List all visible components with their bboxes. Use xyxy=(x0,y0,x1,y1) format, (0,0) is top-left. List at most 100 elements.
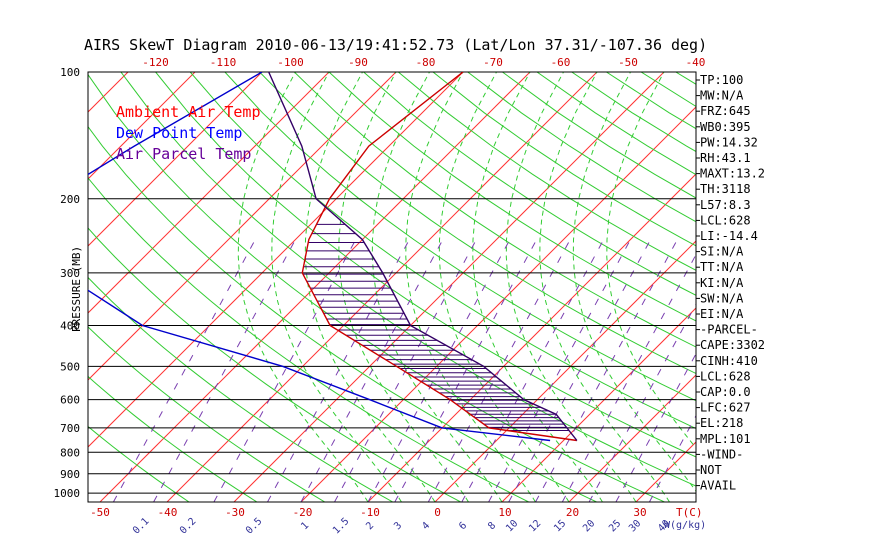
mixing-ratio-line xyxy=(461,239,605,502)
mixing-ratio-tick: 6 xyxy=(457,520,469,532)
mixing-ratio-tick: 0.2 xyxy=(178,516,199,537)
dry-adiabat xyxy=(155,72,696,458)
dry-adiabat xyxy=(432,72,696,247)
isotherm xyxy=(88,72,464,448)
mixing-ratio-tick: 20 xyxy=(581,518,597,534)
isotherm xyxy=(88,72,330,314)
dry-adiabat xyxy=(328,72,696,322)
moist-adiabat xyxy=(237,72,369,502)
moist-adiabat xyxy=(472,72,603,502)
sidebar-stat: EI:N/A xyxy=(700,307,744,321)
mixing-ratio-line xyxy=(535,239,678,502)
grid xyxy=(0,72,870,502)
sidebar-stat: PW:14.32 xyxy=(700,135,758,149)
pressure-tick: 200 xyxy=(60,193,80,206)
top-temp-tick: -80 xyxy=(416,56,436,69)
dry-adiabat xyxy=(88,227,461,502)
sidebar-stat: LI:-14.4 xyxy=(700,229,758,243)
mixing-ratio-line xyxy=(394,239,538,502)
moist-adiabat xyxy=(505,72,637,502)
isotherm xyxy=(88,72,129,113)
dry-adiabat xyxy=(88,73,665,502)
bottom-temp-tick: 10 xyxy=(498,506,511,519)
bottom-temp-tick: 20 xyxy=(566,506,579,519)
sidebar-stat: MAXT:13.2 xyxy=(700,167,765,181)
sidebar-stat: KI:N/A xyxy=(700,276,744,290)
bottom-temp-tick: -40 xyxy=(158,506,178,519)
sidebar-stat: TP:100 xyxy=(700,73,743,87)
mixing-ratio-tick: 1 xyxy=(299,520,311,532)
top-temp-tick: -50 xyxy=(618,56,638,69)
dry-adiabat xyxy=(88,375,258,502)
sidebar-stat: CAP:0.0 xyxy=(700,385,751,399)
chart-title: AIRS SkewT Diagram 2010-06-13/19:41:52.7… xyxy=(84,36,707,54)
isotherm xyxy=(568,374,696,502)
sidebar-stat: LFC:627 xyxy=(700,401,751,415)
bottom-temp-tick: 30 xyxy=(633,506,646,519)
legend-entry: Ambient Air Temp xyxy=(116,103,261,121)
mixing-ratio-tick: 8 xyxy=(486,520,498,532)
sidebar-stat: TH:3118 xyxy=(700,182,751,196)
top-temp-tick: -100 xyxy=(277,56,304,69)
mixing-ratio-line xyxy=(267,239,410,502)
sidebar-stat: L57:8.3 xyxy=(700,198,751,212)
dry-adiabat xyxy=(88,276,394,502)
sidebar-stat: TT:N/A xyxy=(700,260,744,274)
mixing-ratio-line xyxy=(588,303,696,502)
pressure-tick: 800 xyxy=(60,446,80,459)
pressure-tick: 700 xyxy=(60,422,80,435)
isotherm xyxy=(88,72,397,381)
mixing-ratio-line xyxy=(334,239,477,502)
mixing-ratio-line xyxy=(213,239,357,502)
top-temp-tick: -90 xyxy=(348,56,368,69)
pressure-tick: 300 xyxy=(60,267,80,280)
moist-adiabat xyxy=(338,72,469,502)
pressure-tick: 1000 xyxy=(54,487,81,500)
moist-adiabat xyxy=(438,72,570,502)
sidebar-stat: SW:N/A xyxy=(700,291,744,305)
profiles xyxy=(88,72,578,442)
bottom-temp-tick: -30 xyxy=(225,506,245,519)
isotherm xyxy=(99,72,531,502)
isobars xyxy=(87,71,697,503)
sidebar-stat: SI:N/A xyxy=(700,245,744,259)
x-axis-unit-label: T(C) xyxy=(676,506,703,519)
ambient-air-temp-line xyxy=(301,72,577,442)
mixing-ratio-tick: 12 xyxy=(527,518,543,534)
mixing-ratio-line xyxy=(615,352,696,502)
mixing-ratio-line xyxy=(508,239,651,502)
bottom-temp-ticks: -50 -40 -30 -20 -10 0 10 20 30 xyxy=(90,506,647,519)
isotherm xyxy=(0,72,61,502)
mixing-ratio-line xyxy=(112,239,256,502)
moist-adiabat xyxy=(405,72,536,502)
dry-adiabat xyxy=(397,72,696,271)
sidebar-stat: FRZ:645 xyxy=(700,104,751,118)
sidebar-stat: -PARCEL- xyxy=(700,323,758,337)
mixing-ratio-line xyxy=(427,239,571,502)
sidebar-stat: -WIND- xyxy=(700,447,743,461)
sidebar-stat: CAPE:3302 xyxy=(700,338,765,352)
isotherm xyxy=(770,72,870,502)
dry-adiabat xyxy=(88,177,529,502)
pressure-ticks: 100 200 300 400 500 600 700 800 900 1000 xyxy=(54,66,81,500)
bottom-temp-tick: 0 xyxy=(434,506,441,519)
pressure-tick: 900 xyxy=(60,468,80,481)
mixing-ratio-tick: 4 xyxy=(420,520,432,532)
mixing-ratio-tick: 1.5 xyxy=(331,516,352,537)
sidebar-stat: MW:N/A xyxy=(700,89,744,103)
sidebar-stat: LCL:628 xyxy=(700,369,751,383)
mixing-ratio-tick: 3 xyxy=(392,520,404,532)
legend-entry: Dew Point Temp xyxy=(116,124,242,142)
moist-adiabat xyxy=(572,72,696,493)
mixing-ratio-line xyxy=(367,239,511,502)
bottom-temp-tick: -50 xyxy=(90,506,110,519)
dry-adiabat xyxy=(88,125,597,502)
mixing-ratio-unit-label: W(g/kg) xyxy=(664,520,706,531)
y-axis-label: PRESSURE (MB) xyxy=(70,246,83,332)
dry-adiabat xyxy=(224,72,696,402)
dry-adiabat xyxy=(293,72,696,348)
mixing-ratio-line xyxy=(561,253,696,502)
pressure-tick: 500 xyxy=(60,360,80,373)
top-temp-tick: -60 xyxy=(551,56,571,69)
